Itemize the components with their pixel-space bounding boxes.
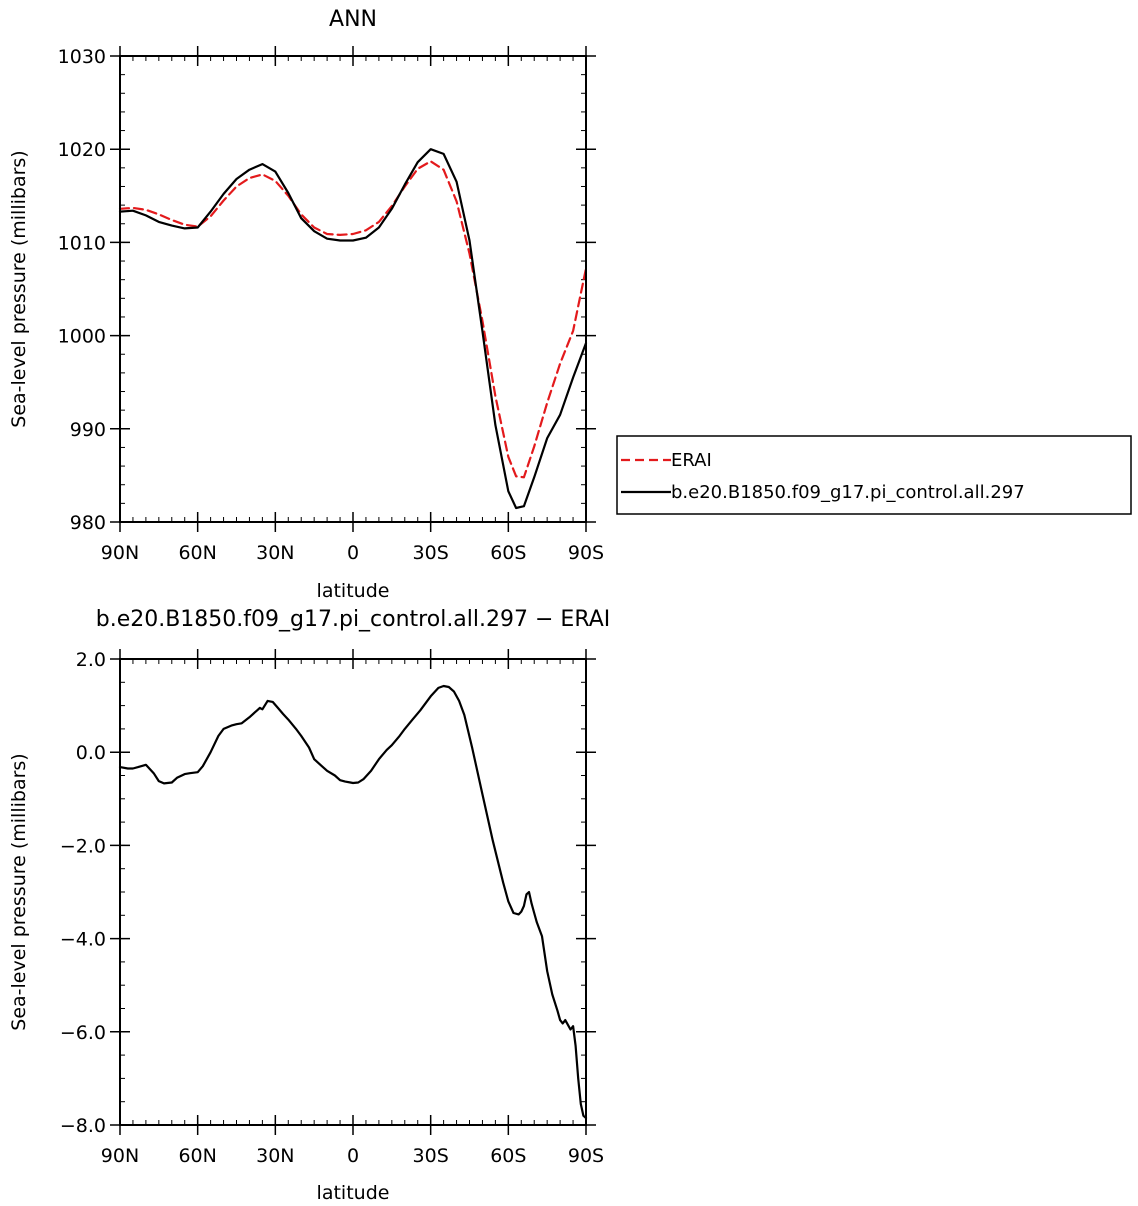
x-tick-label: 30N bbox=[256, 542, 294, 564]
y-tick-label: 1000 bbox=[58, 326, 106, 348]
bottom-panel-ylabel: Sea-level pressure (millibars) bbox=[8, 753, 30, 1030]
bottom-panel-difference: b.e20.B1850.f09_g17.pi_control.all.297 −… bbox=[8, 607, 610, 1204]
y-tick-label: −4.0 bbox=[60, 929, 106, 951]
top-panel-xlabel: latitude bbox=[317, 580, 390, 602]
series-line-0 bbox=[118, 684, 588, 1120]
x-tick-label: 30S bbox=[413, 1145, 449, 1167]
bottom-panel-frame bbox=[119, 658, 587, 1126]
y-tick-label: 980 bbox=[70, 512, 106, 534]
top-panel-title: ANN bbox=[329, 7, 377, 32]
top-panel-lines bbox=[118, 148, 588, 510]
series-line-0 bbox=[118, 160, 588, 479]
legend-label-model: b.e20.B1850.f09_g17.pi_control.all.297 bbox=[671, 482, 1025, 503]
legend: ERAI b.e20.B1850.f09_g17.pi_control.all.… bbox=[616, 435, 1132, 515]
x-tick-label: 0 bbox=[347, 542, 359, 564]
x-tick-label: 0 bbox=[347, 1145, 359, 1167]
x-tick-label: 90N bbox=[101, 1145, 139, 1167]
top-panel-ticks: 90N 60N 30N 0 30S 60S 90S 980 990 1000 1010 1020 103… bbox=[58, 46, 604, 564]
y-tick-label: 0.0 bbox=[76, 742, 106, 764]
bottom-panel-lines bbox=[118, 684, 588, 1120]
top-panel-ann: ANN latitude Sea-level pressure (milliba… bbox=[8, 7, 604, 602]
bottom-panel-title: b.e20.B1850.f09_g17.pi_control.all.297 −… bbox=[96, 607, 611, 632]
legend-label-erai: ERAI bbox=[671, 450, 712, 471]
x-tick-label: 90S bbox=[568, 1145, 604, 1167]
legend-box bbox=[616, 435, 1132, 515]
x-tick-label: 30N bbox=[256, 1145, 294, 1167]
y-tick-label: −8.0 bbox=[60, 1115, 106, 1137]
y-tick-label: −2.0 bbox=[60, 835, 106, 857]
y-tick-label: 1030 bbox=[58, 46, 106, 68]
y-tick-label: 1020 bbox=[58, 139, 106, 161]
x-tick-label: 60N bbox=[178, 1145, 216, 1167]
bottom-panel-xlabel: latitude bbox=[317, 1182, 390, 1204]
x-tick-label: 90S bbox=[568, 542, 604, 564]
x-tick-label: 60N bbox=[178, 542, 216, 564]
x-tick-label: 60S bbox=[490, 542, 526, 564]
top-panel-ylabel: Sea-level pressure (millibars) bbox=[8, 150, 30, 427]
y-tick-label: 990 bbox=[70, 419, 106, 441]
y-tick-label: 2.0 bbox=[76, 649, 106, 671]
series-line-1 bbox=[118, 148, 588, 510]
y-tick-label: −6.0 bbox=[60, 1022, 106, 1044]
x-tick-label: 60S bbox=[490, 1145, 526, 1167]
x-tick-label: 90N bbox=[101, 542, 139, 564]
top-panel-frame bbox=[119, 55, 587, 523]
x-tick-label: 30S bbox=[413, 542, 449, 564]
y-tick-label: 1010 bbox=[58, 232, 106, 254]
